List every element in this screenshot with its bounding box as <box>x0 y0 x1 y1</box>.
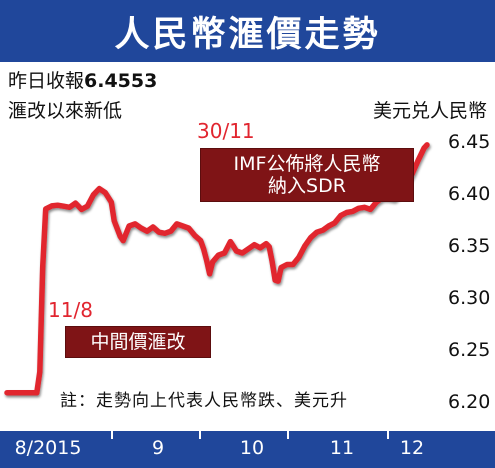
annotation-central-parity-reform: 中間價滙改 <box>65 326 211 358</box>
y-tick-label: 6.40 <box>448 182 491 205</box>
y-axis-label: 美元兑人民幣 <box>372 100 487 122</box>
y-tick-label: 6.45 <box>448 130 491 153</box>
usd-cny-line <box>4 142 430 396</box>
annotation-imf-sdr: IMF公佈將人民幣 納入SDR <box>200 148 414 202</box>
x-tick-label: 11 <box>329 437 355 459</box>
x-tick-label: 9 <box>151 437 165 459</box>
x-tick-label: 10 <box>239 437 265 459</box>
y-tick-label: 6.20 <box>448 390 491 413</box>
x-axis-bar <box>0 431 495 468</box>
title-bar: 人民幣滙價走勢 <box>0 0 495 62</box>
y-tick-label: 6.30 <box>448 286 491 309</box>
x-tick-marks <box>111 431 389 439</box>
annotation-imf-line2: 納入SDR <box>268 175 346 197</box>
y-tick-label: 6.35 <box>448 234 491 257</box>
x-tick-label: 12 <box>399 437 425 459</box>
annotation-imf-line1: IMF公佈將人民幣 <box>233 153 381 175</box>
record-low-note: 滙改以來新低 <box>8 100 123 122</box>
close-summary: 昨日收報6.4553 <box>8 66 157 93</box>
y-tick-label: 6.25 <box>448 338 491 361</box>
annotation-reform-text: 中間價滙改 <box>90 331 186 353</box>
chart-title: 人民幣滙價走勢 <box>114 14 381 55</box>
annotation-date-sdr: 30/11 <box>197 119 255 143</box>
close-prefix: 昨日收報 <box>8 70 85 92</box>
x-tick-label: 8/2015 <box>14 437 82 459</box>
annotation-date-reform: 11/8 <box>48 298 93 322</box>
close-value: 6.4553 <box>84 70 158 92</box>
chart-note: 註：走勢向上代表人民幣跌、美元升 <box>60 391 348 411</box>
